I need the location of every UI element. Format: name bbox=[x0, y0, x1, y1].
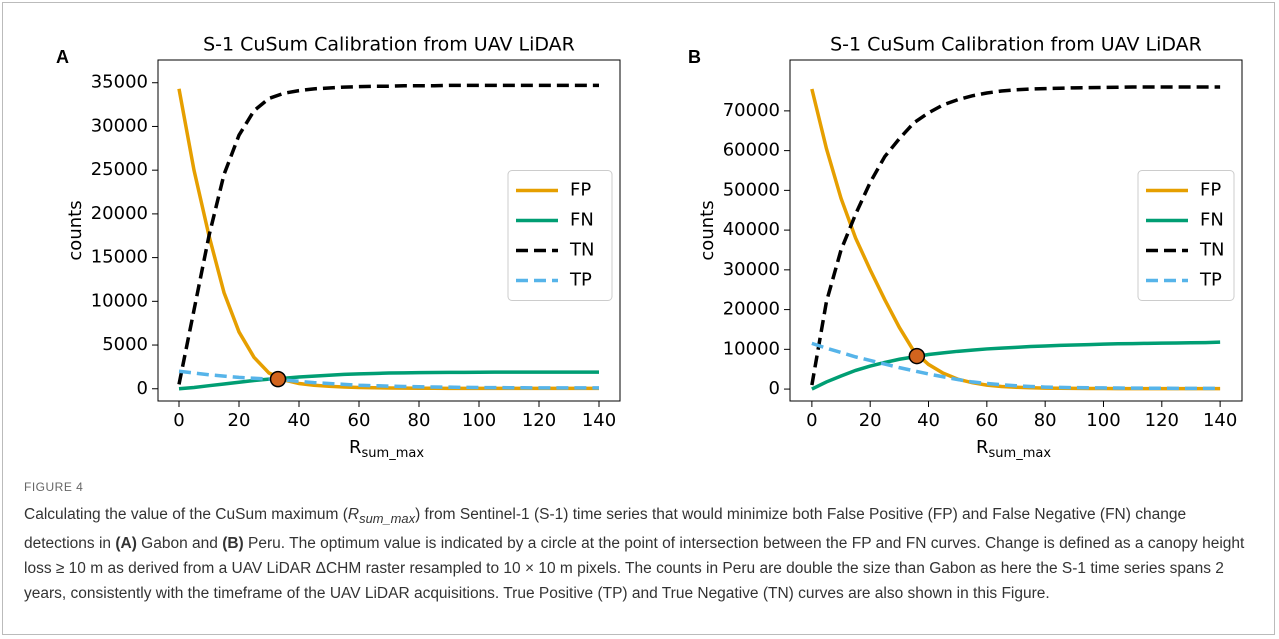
optimum-marker bbox=[269, 370, 287, 388]
x-tick-label: 0 bbox=[806, 410, 817, 431]
x-tick-label: 120 bbox=[1145, 410, 1179, 431]
caption-part: Gabon and bbox=[136, 535, 223, 553]
axes-frame bbox=[789, 59, 1243, 402]
series-line bbox=[178, 370, 599, 391]
caption: FIGURE 4 Calculating the value of the Cu… bbox=[24, 480, 1260, 606]
x-axis-label-sub: sum_max bbox=[989, 446, 1052, 461]
panel-label: A bbox=[56, 47, 69, 67]
y-tick-label: 25000 bbox=[91, 159, 148, 180]
x-tick-label: 100 bbox=[1086, 410, 1120, 431]
legend-label: FP bbox=[1200, 180, 1221, 201]
y-tick-label: 70000 bbox=[723, 100, 780, 121]
x-tick-label: 80 bbox=[1034, 410, 1057, 431]
caption-part: Peru. The optimum value is indicated by … bbox=[24, 535, 1245, 603]
legend-label: FP bbox=[570, 180, 591, 201]
x-tick-label: 140 bbox=[1203, 410, 1237, 431]
chart-title: S-1 CuSum Calibration from UAV LiDAR bbox=[203, 34, 575, 56]
series-line bbox=[811, 341, 1221, 391]
y-tick-label: 15000 bbox=[91, 247, 148, 268]
x-axis-label-sub: sum_max bbox=[362, 446, 425, 461]
x-axis-label-main: R bbox=[976, 437, 989, 458]
caption-part: sum_max bbox=[359, 511, 416, 527]
caption-part: (B) bbox=[222, 535, 244, 553]
y-tick-label: 60000 bbox=[723, 140, 780, 161]
x-tick-label: 40 bbox=[288, 410, 311, 431]
x-tick-label: 60 bbox=[348, 410, 371, 431]
x-tick-label: 0 bbox=[173, 410, 184, 431]
y-tick-label: 20000 bbox=[91, 203, 148, 224]
legend-box bbox=[1137, 170, 1235, 301]
caption-text: Calculating the value of the CuSum maxim… bbox=[24, 502, 1260, 606]
caption-part: (A) bbox=[115, 535, 137, 553]
y-axis-label: counts bbox=[697, 200, 718, 260]
series-line bbox=[810, 85, 1221, 386]
y-tick-label: 0 bbox=[137, 378, 148, 399]
x-tick-label: 40 bbox=[917, 410, 940, 431]
panel-label: B bbox=[688, 47, 701, 67]
series-line bbox=[178, 369, 599, 390]
y-axis-label: counts bbox=[65, 200, 86, 260]
optimum-marker bbox=[908, 347, 926, 365]
x-tick-label: 100 bbox=[462, 410, 496, 431]
y-tick-label: 5000 bbox=[102, 334, 148, 355]
x-axis-label: Rsum_max bbox=[349, 437, 424, 461]
charts: A S-1 CuSum Calibration from UAV LiDAR 0 20… bbox=[56, 34, 1243, 461]
legend-label: TP bbox=[569, 270, 592, 291]
legend-label: TP bbox=[1199, 270, 1222, 291]
x-tick-label: 20 bbox=[228, 410, 251, 431]
x-tick-label: 80 bbox=[408, 410, 431, 431]
x-tick-label: 20 bbox=[859, 410, 882, 431]
figure-label: FIGURE 4 bbox=[24, 480, 84, 494]
y-tick-label: 20000 bbox=[723, 299, 780, 320]
chart-title: S-1 CuSum Calibration from UAV LiDAR bbox=[830, 34, 1202, 56]
caption-part: ) from Sentinel-1 (S-1) time series that… bbox=[24, 506, 1187, 553]
caption-part: R bbox=[347, 506, 360, 523]
legend-label: TN bbox=[1199, 240, 1224, 261]
x-tick-label: 140 bbox=[582, 410, 616, 431]
x-axis-label-main: R bbox=[349, 437, 362, 458]
y-tick-label: 40000 bbox=[723, 219, 780, 240]
legend-label: TN bbox=[569, 240, 594, 261]
series-line bbox=[177, 83, 599, 385]
y-tick-label: 0 bbox=[769, 378, 780, 399]
plot-area bbox=[177, 83, 599, 391]
y-tick-label: 30000 bbox=[723, 259, 780, 280]
y-tick-label: 10000 bbox=[723, 338, 780, 359]
plot-area bbox=[810, 85, 1221, 391]
caption-part: Calculating the value of the CuSum maxim… bbox=[24, 506, 348, 523]
y-tick-label: 10000 bbox=[91, 290, 148, 311]
y-tick-label: 35000 bbox=[91, 72, 148, 93]
y-tick-label: 50000 bbox=[723, 179, 780, 200]
x-axis-label: Rsum_max bbox=[976, 437, 1051, 461]
y-tick-label: 30000 bbox=[91, 115, 148, 136]
legend-box bbox=[507, 170, 613, 301]
x-tick-label: 60 bbox=[975, 410, 998, 431]
legend-label: FN bbox=[570, 210, 594, 231]
x-tick-label: 120 bbox=[522, 410, 556, 431]
series-line bbox=[811, 340, 1221, 391]
legend-label: FN bbox=[1200, 210, 1224, 231]
axes-frame bbox=[157, 59, 621, 402]
